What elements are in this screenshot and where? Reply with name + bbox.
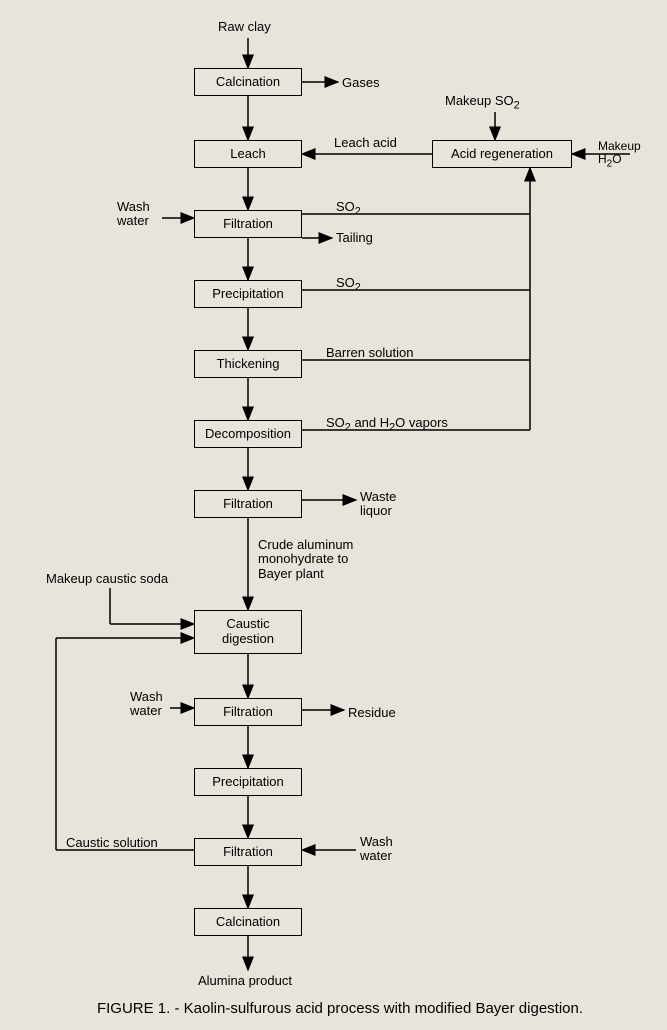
- figure-caption: FIGURE 1. - Kaolin-sulfurous acid proces…: [90, 1000, 590, 1017]
- box-label: Filtration: [223, 217, 273, 232]
- box-label: Acid regeneration: [451, 147, 553, 162]
- label-residue: Residue: [348, 706, 396, 720]
- box-label: Leach: [230, 147, 265, 162]
- box-label: Precipitation: [212, 775, 284, 790]
- flowchart-canvas: Calcination Leach Acid regeneration Filt…: [0, 0, 667, 1030]
- label-makeup-caustic-soda: Makeup caustic soda: [46, 572, 168, 586]
- box-precipitation-1: Precipitation: [194, 280, 302, 308]
- box-filtration-2: Filtration: [194, 490, 302, 518]
- box-label: Calcination: [216, 915, 280, 930]
- box-decomposition: Decomposition: [194, 420, 302, 448]
- box-filtration-3: Filtration: [194, 698, 302, 726]
- label-caustic-solution: Caustic solution: [66, 836, 158, 850]
- label-so2-h2o-vapors: SO2 and H2O vapors: [326, 416, 448, 435]
- box-precipitation-2: Precipitation: [194, 768, 302, 796]
- label-barren-solution: Barren solution: [326, 346, 413, 360]
- label-wash-water-2: Wash water: [130, 690, 163, 719]
- box-calcination-1: Calcination: [194, 68, 302, 96]
- label-so2-a: SO2: [336, 200, 361, 219]
- label-wash-water-3: Wash water: [360, 835, 393, 864]
- box-label: Decomposition: [205, 427, 291, 442]
- box-filtration-4: Filtration: [194, 838, 302, 866]
- box-thickening: Thickening: [194, 350, 302, 378]
- box-acid-regeneration: Acid regeneration: [432, 140, 572, 168]
- box-caustic-digestion: Caustic digestion: [194, 610, 302, 654]
- label-leach-acid: Leach acid: [334, 136, 397, 150]
- label-waste-liquor: Waste liquor: [360, 490, 396, 519]
- box-label: Filtration: [223, 497, 273, 512]
- label-alumina-product: Alumina product: [198, 974, 292, 988]
- box-label: Calcination: [216, 75, 280, 90]
- label-raw-clay: Raw clay: [218, 20, 271, 34]
- box-label: Filtration: [223, 845, 273, 860]
- label-makeup-h2o: Makeup H2O: [598, 140, 641, 170]
- box-leach: Leach: [194, 140, 302, 168]
- box-calcination-2: Calcination: [194, 908, 302, 936]
- box-label: Filtration: [223, 705, 273, 720]
- box-label: Thickening: [217, 357, 280, 372]
- label-makeup-so2: Makeup SO2: [445, 94, 520, 113]
- label-crude-aluminum: Crude aluminum monohydrate to Bayer plan…: [258, 538, 353, 581]
- label-wash-water-1: Wash water: [117, 200, 150, 229]
- box-filtration-1: Filtration: [194, 210, 302, 238]
- label-so2-b: SO2: [336, 276, 361, 295]
- label-tailing: Tailing: [336, 231, 373, 245]
- box-label: Precipitation: [212, 287, 284, 302]
- box-label: Caustic digestion: [199, 617, 297, 647]
- label-gases: Gases: [342, 76, 380, 90]
